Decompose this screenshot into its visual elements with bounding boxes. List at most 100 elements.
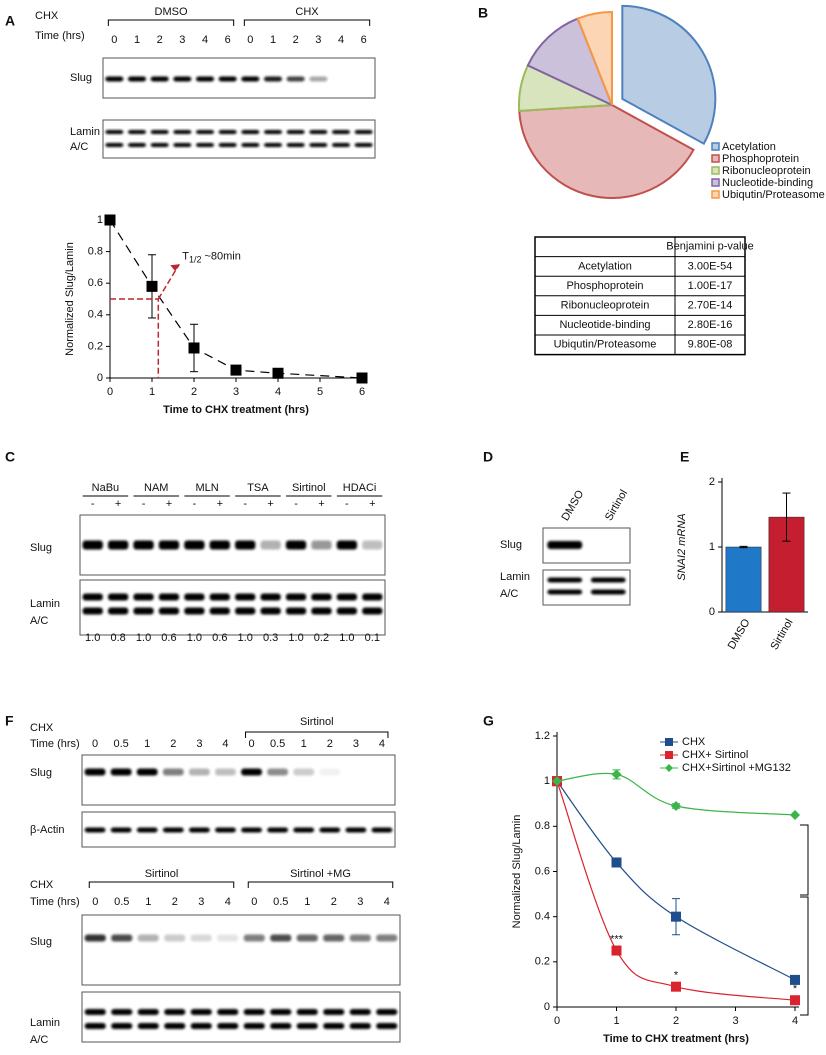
blot-band [354, 130, 373, 134]
legend-swatch [711, 142, 720, 151]
x-tick-label: 3 [233, 386, 239, 398]
axis-label: CHX [30, 879, 54, 891]
blot-band [263, 130, 283, 134]
legend-label: CHX [682, 736, 706, 748]
lane-label: 3 [315, 34, 321, 46]
blot-band [111, 1009, 133, 1015]
bracket [245, 731, 389, 738]
blot-band [137, 1023, 159, 1029]
blot-band [133, 540, 154, 550]
x-tick-label: 2 [191, 386, 197, 398]
annotation-arrowhead [170, 264, 180, 272]
blot-band [107, 607, 129, 615]
blot-band [127, 143, 147, 147]
blot-frame [102, 57, 376, 99]
blot-band [241, 143, 260, 147]
blot-band [293, 827, 315, 833]
quantification: 0.6 [161, 632, 176, 644]
blot-band [218, 130, 237, 134]
quantification: 1.0 [288, 632, 303, 644]
legend-label: CHX+ Sirtinol [682, 749, 748, 761]
blot-band [243, 1023, 265, 1029]
lane-label: 3 [353, 738, 359, 750]
row-label: A/C [30, 1034, 48, 1046]
y-tick-label: 0 [97, 372, 103, 384]
blot-band [311, 607, 332, 615]
lane-label: 1 [134, 34, 140, 46]
legend-swatch [711, 178, 720, 187]
blot-band [241, 130, 260, 134]
blot-band [188, 827, 210, 833]
group-label: Sirtinol [145, 868, 179, 880]
blot-band [217, 934, 239, 942]
marker [611, 857, 622, 868]
annotation-symbol: T [182, 250, 189, 262]
bracket [243, 19, 371, 26]
blot-frame [81, 914, 401, 986]
blot-band [376, 1009, 398, 1015]
blot-band [84, 1023, 106, 1029]
blot-band [133, 607, 154, 615]
marker [611, 945, 622, 956]
lane-label: 3 [357, 896, 363, 908]
blot-band [190, 1009, 212, 1015]
blot-band [293, 768, 315, 776]
marker [611, 769, 622, 780]
lane-label: 3 [196, 738, 202, 750]
treatment-label: + [318, 498, 324, 510]
lane-label: 0.5 [270, 738, 285, 750]
quantification: 1.0 [339, 632, 354, 644]
treatment-label: - [91, 498, 95, 510]
lane-label: 1 [145, 896, 151, 908]
blot-band [150, 76, 169, 82]
blot-band [190, 934, 212, 942]
blot-band [136, 768, 158, 776]
x-tick-label: 4 [275, 386, 281, 398]
blot-band [84, 768, 106, 776]
quantification: 0.1 [365, 632, 380, 644]
marker [671, 911, 681, 922]
blot-band [107, 593, 129, 601]
y-tick-label: 1.2 [535, 730, 550, 742]
blot-band [164, 934, 186, 942]
blot-band [218, 76, 237, 82]
lane-label: 2 [331, 896, 337, 908]
blot-band [150, 143, 169, 147]
blot-band [84, 934, 106, 942]
blot-band [323, 934, 345, 942]
row-label: Lamin [70, 126, 100, 138]
y-tick-label: 0.6 [88, 277, 103, 289]
blot-band [286, 76, 305, 82]
row-label: Lamin [30, 1017, 60, 1029]
lane-label: 0 [92, 896, 98, 908]
lane-label: 0.5 [113, 738, 128, 750]
lane-label: 1 [144, 738, 150, 750]
blot-band [84, 827, 106, 833]
blot-band [243, 1009, 265, 1015]
table-cell: Ubiqutin/Proteasome [554, 339, 657, 351]
blot-band [336, 607, 358, 615]
table-cell: 2.80E-16 [688, 319, 733, 331]
axis-label: CHX [35, 10, 59, 22]
blot-band [209, 593, 230, 601]
axis-label: Time (hrs) [35, 30, 85, 42]
group-label: NaBu [92, 482, 120, 494]
lane-label: 6 [225, 34, 231, 46]
data-line [556, 772, 796, 816]
blot-band [209, 540, 230, 550]
significance-label: *** [610, 933, 624, 945]
blot-band [286, 130, 305, 134]
x-axis-title: Time to CHX treatment (hrs) [603, 1033, 749, 1045]
treatment-label: - [345, 498, 349, 510]
x-tick-label: 6 [359, 386, 365, 398]
blot-band [162, 827, 184, 833]
y-tick-label: 0.4 [88, 309, 103, 321]
treatment-label: + [369, 498, 375, 510]
legend-marker [665, 764, 673, 772]
axis-label: Time (hrs) [30, 738, 80, 750]
legend-swatch [711, 166, 720, 175]
blot-band [286, 143, 305, 147]
x-tick-label: 5 [317, 386, 323, 398]
lane-label: 2 [327, 738, 333, 750]
